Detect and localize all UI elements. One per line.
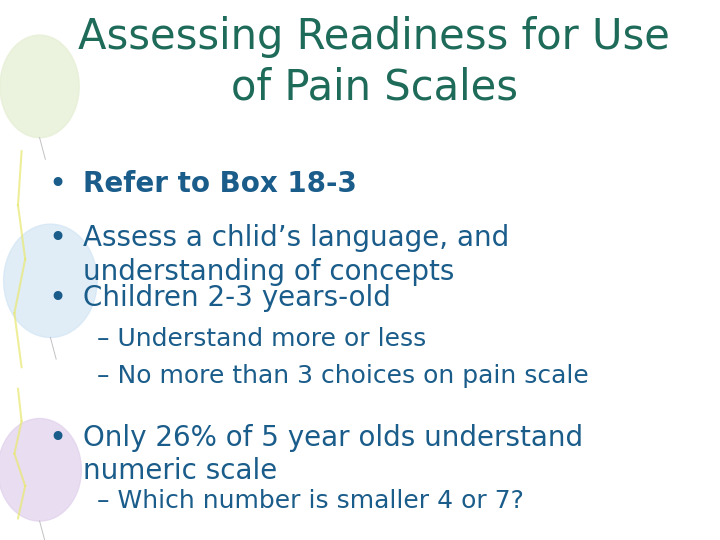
Text: Assessing Readiness for Use
of Pain Scales: Assessing Readiness for Use of Pain Scal… <box>78 16 670 109</box>
Text: – Which number is smaller 4 or 7?: – Which number is smaller 4 or 7? <box>97 489 524 512</box>
Text: Children 2-3 years-old: Children 2-3 years-old <box>83 284 391 312</box>
Ellipse shape <box>0 418 81 521</box>
Text: Only 26% of 5 year olds understand
numeric scale: Only 26% of 5 year olds understand numer… <box>83 424 583 485</box>
Text: Refer to Box 18-3: Refer to Box 18-3 <box>83 170 356 198</box>
Text: – Understand more or less: – Understand more or less <box>97 327 426 350</box>
Text: •: • <box>48 284 67 313</box>
Text: – No more than 3 choices on pain scale: – No more than 3 choices on pain scale <box>97 364 589 388</box>
Text: •: • <box>48 424 67 453</box>
Text: •: • <box>48 224 67 253</box>
Text: •: • <box>48 170 67 199</box>
Ellipse shape <box>0 35 79 138</box>
Ellipse shape <box>4 224 97 338</box>
Text: Assess a chlid’s language, and
understanding of concepts: Assess a chlid’s language, and understan… <box>83 224 509 286</box>
